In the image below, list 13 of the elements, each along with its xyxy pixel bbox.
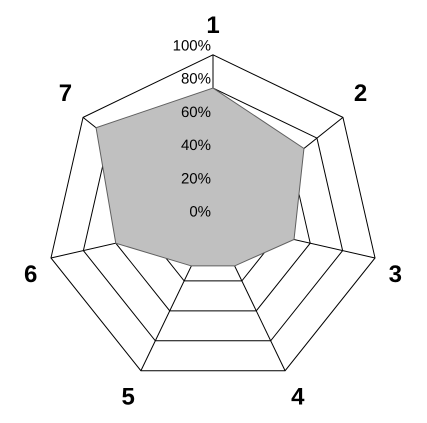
y-tick-label: 20% — [180, 170, 211, 188]
y-tick-label: 40% — [180, 137, 211, 154]
spoke-label: 4 — [291, 383, 306, 410]
spoke-label: 3 — [388, 261, 402, 288]
y-tick-label: 80% — [180, 70, 211, 88]
y-tick-label: 100% — [172, 37, 211, 54]
spoke-label: 2 — [354, 80, 368, 107]
spoke-label: 7 — [58, 80, 72, 107]
spoke-label: 6 — [24, 261, 38, 288]
y-tick-label: 60% — [180, 104, 211, 121]
spoke-label: 1 — [206, 12, 220, 40]
spoke-label: 5 — [121, 383, 135, 410]
y-tick-label: 0% — [189, 204, 211, 221]
